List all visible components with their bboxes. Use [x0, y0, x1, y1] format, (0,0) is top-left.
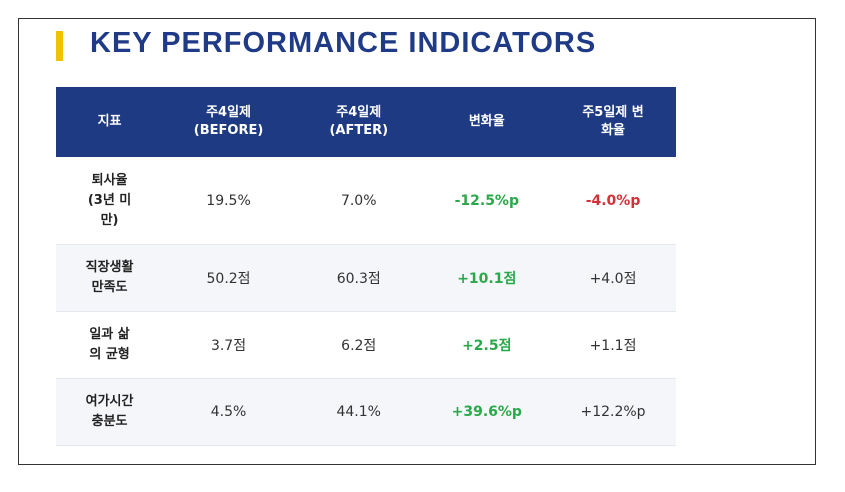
value-change-5day: +4.0점 — [550, 244, 676, 312]
table-row: 직장생활 만족도 50.2점 60.3점 +10.1점 +4.0점 — [56, 244, 676, 312]
value-after: 7.0% — [293, 157, 424, 245]
value-change: +2.5점 — [423, 311, 551, 379]
metric-label: 일과 삶 의 균형 — [56, 311, 164, 379]
header-change-5day: 주5일제 변 화율 — [550, 87, 676, 157]
header-before: 주4일제 (BEFORE) — [163, 87, 294, 157]
value-change-5day: -4.0%p — [550, 157, 676, 245]
value-after: 6.2점 — [293, 311, 424, 379]
value-change-5day: +1.1점 — [550, 311, 676, 379]
metric-label: 직장생활 만족도 — [56, 244, 164, 312]
value-before: 50.2점 — [163, 244, 294, 312]
value-after: 44.1% — [293, 378, 424, 446]
value-change: -12.5%p — [423, 157, 551, 245]
page-title: KEY PERFORMANCE INDICATORS — [90, 27, 597, 59]
value-before: 19.5% — [163, 157, 294, 245]
value-change: +10.1점 — [423, 244, 551, 312]
header-change: 변화율 — [423, 87, 551, 157]
header-after: 주4일제 (AFTER) — [293, 87, 424, 157]
value-before: 4.5% — [163, 378, 294, 446]
table-row: 여가시간 충분도 4.5% 44.1% +39.6%p +12.2%p — [56, 378, 676, 446]
table-header-row: 지표 주4일제 (BEFORE) 주4일제 (AFTER) 변화율 주5일제 변… — [56, 87, 676, 157]
table-row: 일과 삶 의 균형 3.7점 6.2점 +2.5점 +1.1점 — [56, 311, 676, 379]
value-after: 60.3점 — [293, 244, 424, 312]
value-before: 3.7점 — [163, 311, 294, 379]
metric-label: 여가시간 충분도 — [56, 378, 164, 446]
metric-label: 퇴사율 (3년 미 만) — [56, 157, 164, 245]
title-accent-bar — [56, 31, 63, 61]
table-row: 퇴사율 (3년 미 만) 19.5% 7.0% -12.5%p -4.0%p — [56, 157, 676, 245]
value-change: +39.6%p — [423, 378, 551, 446]
kpi-table: 지표 주4일제 (BEFORE) 주4일제 (AFTER) 변화율 주5일제 변… — [56, 87, 676, 446]
value-change-5day: +12.2%p — [550, 378, 676, 446]
header-metric: 지표 — [56, 87, 164, 157]
